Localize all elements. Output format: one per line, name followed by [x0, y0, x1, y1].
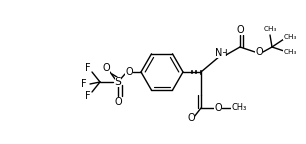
Text: O: O: [187, 113, 195, 123]
Text: O: O: [102, 63, 110, 73]
Text: CH₃: CH₃: [263, 26, 277, 32]
Text: CH₃: CH₃: [283, 34, 297, 40]
Text: CH₃: CH₃: [231, 104, 247, 112]
Text: O: O: [236, 25, 244, 35]
Text: S: S: [114, 77, 121, 87]
Text: O: O: [214, 103, 222, 113]
Text: N: N: [215, 48, 223, 58]
Text: O: O: [114, 97, 122, 107]
Text: H: H: [220, 49, 226, 57]
Text: F: F: [85, 91, 91, 101]
Text: F: F: [81, 79, 87, 89]
Text: CH₃: CH₃: [283, 49, 297, 55]
Text: O: O: [255, 47, 263, 57]
Text: O: O: [125, 67, 133, 77]
Text: F: F: [85, 63, 91, 73]
